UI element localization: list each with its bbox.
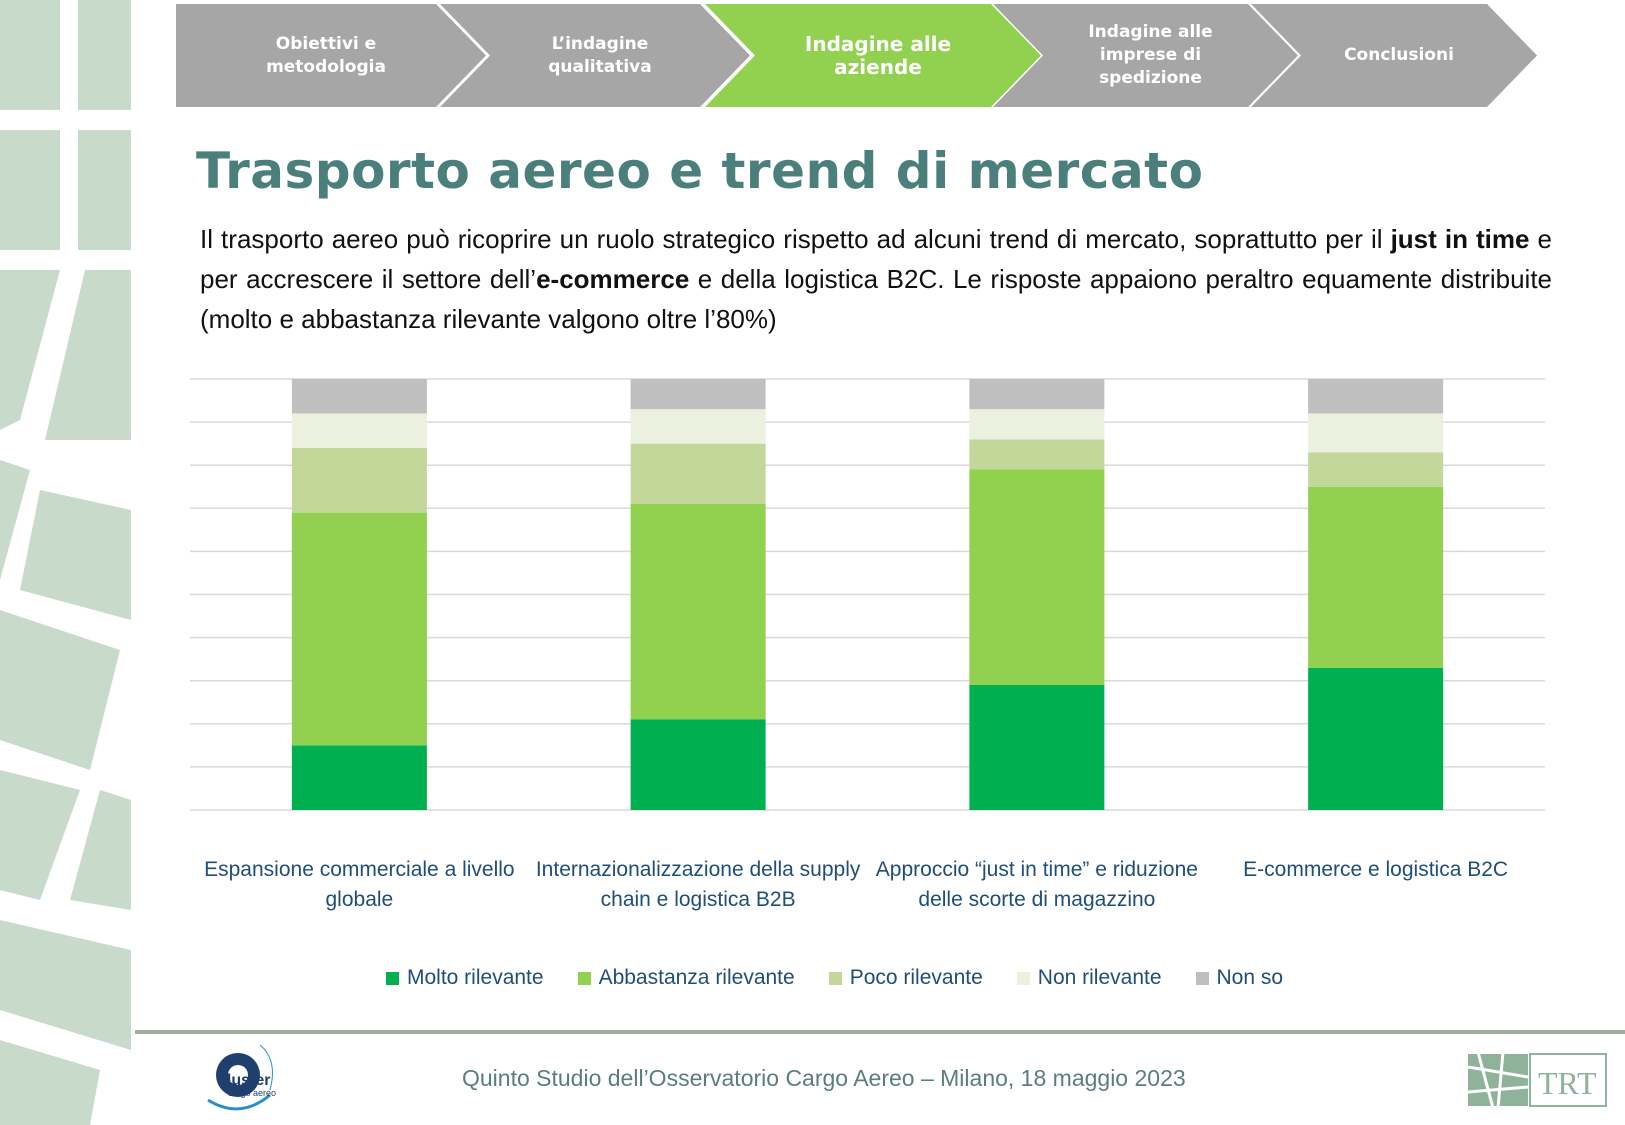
bar-segment-abbastanza-rilevante: [1308, 486, 1444, 668]
x-axis-label: Approccio “just in time” e riduzione del…: [875, 858, 1198, 911]
decorative-map-pattern: [0, 0, 131, 1125]
nav-label: Conclusioni: [1344, 45, 1454, 65]
intro-part: e per accrescere il settore dell’: [200, 224, 1552, 294]
legend-item: Molto rilevante: [386, 966, 544, 990]
bar-segment-non-so: [630, 379, 766, 410]
nav-label: Indagine alle imprese di spedizione: [1088, 22, 1213, 88]
legend-label: Molto rilevante: [407, 966, 544, 989]
intro-part: e della logistica B2C. Le risposte appai…: [200, 264, 1552, 334]
x-axis-label: E-commerce e logistica B2C: [1243, 858, 1509, 881]
nav-step-indagine-aziende[interactable]: Indagine alle aziende: [705, 4, 1041, 107]
legend-item: Non rilevante: [1016, 966, 1162, 990]
bar-segment-abbastanza-rilevante: [969, 469, 1105, 686]
nav-label: Obiettivi e metodologia: [266, 33, 386, 77]
nav-label: L’indagine qualitativa: [548, 33, 652, 77]
svg-text:TRT: TRT: [1538, 1065, 1597, 1101]
bar-segment-molto-rilevante: [630, 719, 766, 810]
legend-label: Non so: [1216, 966, 1284, 989]
legend-swatch: [828, 971, 842, 985]
bar-segment-molto-rilevante: [1308, 667, 1444, 810]
bar-segment-non-rilevante: [291, 413, 427, 448]
intro-bold: just in time: [1390, 224, 1530, 254]
nav-step-obiettivi[interactable]: Obiettivi e metodologia: [176, 4, 486, 107]
legend-item: Abbastanza rilevante: [577, 966, 795, 990]
bar-segment-molto-rilevante: [969, 685, 1105, 810]
nav-label: Indagine alle aziende: [804, 31, 952, 79]
legend-item: Non so: [1195, 966, 1284, 990]
nav-step-imprese-spedizione[interactable]: Indagine alle imprese di spedizione: [993, 4, 1298, 107]
legend-label: Non rilevante: [1037, 966, 1162, 989]
trt-logo: TRT: [1468, 1052, 1607, 1108]
bar-segment-non-rilevante: [969, 409, 1105, 440]
page-title: Trasporto aereo e trend di mercato: [196, 142, 1204, 200]
svg-text:cluster: cluster: [218, 1072, 270, 1089]
nav-step-indagine-qualitativa[interactable]: L’indagine qualitativa: [440, 4, 750, 107]
legend-item: Poco rilevante: [828, 966, 983, 990]
legend-swatch: [577, 971, 591, 985]
chart-legend: Molto rilevante Abbastanza rilevante Poco …: [386, 966, 1283, 990]
bar-segment-non-so: [291, 379, 427, 414]
footer-text: Quinto Studio dell’Osservatorio Cargo Ae…: [462, 1065, 1186, 1091]
bar-segment-non-rilevante: [1308, 413, 1444, 453]
bar-segment-poco-rilevante: [969, 439, 1105, 470]
legend-label: Abbastanza rilevante: [598, 966, 795, 989]
bar-segment-non-rilevante: [630, 409, 766, 444]
cluster-cargo-aereo-logo: cluster cargo aereo: [207, 1044, 276, 1111]
intro-text: Il trasporto aereo può ricoprire un ruol…: [200, 219, 1552, 339]
footer-divider: [135, 1030, 1625, 1034]
intro-bold: e-commerce: [536, 264, 690, 294]
intro-part: Il trasporto aereo può ricoprire un ruol…: [200, 224, 1391, 254]
legend-label: Poco rilevante: [849, 966, 983, 989]
bar-segment-non-so: [1308, 379, 1444, 414]
legend-swatch: [386, 971, 399, 985]
svg-text:cargo aereo: cargo aereo: [228, 1088, 276, 1098]
bar-segment-poco-rilevante: [1308, 452, 1444, 487]
bar-segment-non-so: [969, 379, 1105, 410]
legend-swatch: [1016, 971, 1030, 985]
bar-segment-molto-rilevante: [291, 745, 427, 810]
bar-segment-abbastanza-rilevante: [630, 503, 766, 720]
bar-segment-abbastanza-rilevante: [291, 512, 427, 746]
stacked-bar-chart: [190, 378, 1545, 811]
x-axis-label: Internazionalizzazione della supply chai…: [535, 858, 861, 911]
x-axis-label: Espansione commerciale a livello globale: [204, 858, 515, 911]
bar-segment-poco-rilevante: [291, 447, 427, 513]
bar-segment-poco-rilevante: [630, 443, 766, 504]
legend-swatch: [1195, 971, 1209, 985]
